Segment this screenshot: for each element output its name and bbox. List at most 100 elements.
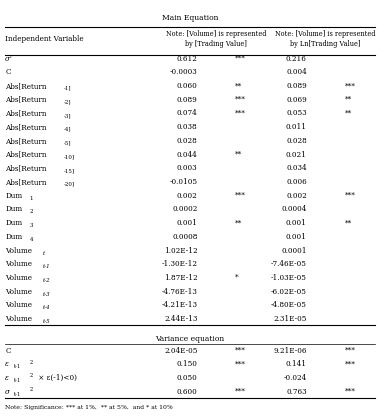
Text: Abs[Return: Abs[Return <box>5 164 47 172</box>
Text: 0.074: 0.074 <box>177 110 197 117</box>
Text: t-4: t-4 <box>43 305 50 310</box>
Text: Dum: Dum <box>5 219 22 227</box>
Text: ε: ε <box>5 360 9 368</box>
Text: 1: 1 <box>29 196 33 201</box>
Text: σ: σ <box>5 388 10 396</box>
Text: 2: 2 <box>29 387 33 392</box>
Text: 4: 4 <box>29 237 33 242</box>
Text: 0.089: 0.089 <box>177 96 197 104</box>
Text: Volume: Volume <box>5 301 32 309</box>
Text: ***: *** <box>235 388 246 396</box>
Text: ***: *** <box>235 347 246 354</box>
Text: C: C <box>5 347 10 354</box>
Text: -20]: -20] <box>64 181 74 186</box>
Text: -3]: -3] <box>64 113 71 118</box>
Text: 0.141: 0.141 <box>286 360 307 368</box>
Text: σ²: σ² <box>5 55 13 63</box>
Text: 0.089: 0.089 <box>286 82 307 90</box>
Text: × ε(-1)<0): × ε(-1)<0) <box>36 374 77 382</box>
Text: 0.001: 0.001 <box>177 219 197 227</box>
Text: **: ** <box>345 219 352 227</box>
Text: 0.004: 0.004 <box>286 69 307 76</box>
Text: 2: 2 <box>29 209 33 214</box>
Text: t: t <box>43 250 45 255</box>
Text: 0.034: 0.034 <box>286 164 307 172</box>
Text: t-1: t-1 <box>14 392 21 397</box>
Text: Abs[Return: Abs[Return <box>5 137 47 145</box>
Text: Note: [Volume] is represented
by [Trading Value]: Note: [Volume] is represented by [Tradin… <box>166 31 267 48</box>
Text: Volume: Volume <box>5 288 32 296</box>
Text: Abs[Return: Abs[Return <box>5 96 47 104</box>
Text: -0.024: -0.024 <box>284 374 307 382</box>
Text: Volume: Volume <box>5 247 32 255</box>
Text: **: ** <box>345 96 352 104</box>
Text: -1]: -1] <box>64 86 71 91</box>
Text: Abs[Return: Abs[Return <box>5 82 47 90</box>
Text: Variance equation: Variance equation <box>155 335 225 343</box>
Text: 0.038: 0.038 <box>177 123 197 131</box>
Text: t-5: t-5 <box>43 319 50 324</box>
Text: 0.021: 0.021 <box>286 150 307 158</box>
Text: C: C <box>5 69 10 76</box>
Text: ***: *** <box>345 388 355 396</box>
Text: **: ** <box>235 82 242 90</box>
Text: Dum: Dum <box>5 233 22 241</box>
Text: -4.80E-05: -4.80E-05 <box>271 301 307 309</box>
Text: ***: *** <box>345 192 355 200</box>
Text: *: * <box>235 274 239 282</box>
Text: ***: *** <box>345 347 355 354</box>
Text: 0.0004: 0.0004 <box>281 205 307 214</box>
Text: -4]: -4] <box>64 127 71 132</box>
Text: -1.03E-05: -1.03E-05 <box>271 274 307 282</box>
Text: 0.600: 0.600 <box>177 388 197 396</box>
Text: -10]: -10] <box>64 154 74 159</box>
Text: Volume: Volume <box>5 260 32 268</box>
Text: 0.0008: 0.0008 <box>172 233 197 241</box>
Text: Abs[Return: Abs[Return <box>5 110 47 117</box>
Text: Note: [Volume] is represented
by Ln[Trading Value]: Note: [Volume] is represented by Ln[Trad… <box>275 31 376 48</box>
Text: ***: *** <box>235 110 246 117</box>
Text: Volume: Volume <box>5 315 32 323</box>
Text: Abs[Return: Abs[Return <box>5 150 47 158</box>
Text: 2: 2 <box>29 360 33 365</box>
Text: 2: 2 <box>29 373 33 378</box>
Text: Abs[Return: Abs[Return <box>5 178 47 186</box>
Text: **: ** <box>235 219 242 227</box>
Text: 0.763: 0.763 <box>286 388 307 396</box>
Text: 0.028: 0.028 <box>177 137 197 145</box>
Text: -15]: -15] <box>64 168 74 173</box>
Text: -5]: -5] <box>64 140 71 145</box>
Text: 0.006: 0.006 <box>286 178 307 186</box>
Text: t-2: t-2 <box>43 278 50 283</box>
Text: -6.02E-05: -6.02E-05 <box>271 288 307 296</box>
Text: 0.060: 0.060 <box>177 82 197 90</box>
Text: ***: *** <box>235 55 246 63</box>
Text: t-1: t-1 <box>43 264 50 269</box>
Text: Independent Variable: Independent Variable <box>5 35 84 43</box>
Text: ***: *** <box>345 82 355 90</box>
Text: -1.30E-12: -1.30E-12 <box>161 260 197 268</box>
Text: 0.216: 0.216 <box>286 55 307 63</box>
Text: 0.011: 0.011 <box>286 123 307 131</box>
Text: Abs[Return: Abs[Return <box>5 123 47 131</box>
Text: 3: 3 <box>29 223 33 228</box>
Text: 9.21E-06: 9.21E-06 <box>273 347 307 354</box>
Text: 0.001: 0.001 <box>286 219 307 227</box>
Text: Note: Significance: *** at 1%,  ** at 5%,  and * at 10%: Note: Significance: *** at 1%, ** at 5%,… <box>5 405 173 410</box>
Text: t-1: t-1 <box>14 378 21 383</box>
Text: 0.0001: 0.0001 <box>281 247 307 255</box>
Text: -0.0105: -0.0105 <box>170 178 197 186</box>
Text: 0.053: 0.053 <box>286 110 307 117</box>
Text: -4.21E-13: -4.21E-13 <box>161 301 197 309</box>
Text: Volume: Volume <box>5 274 32 282</box>
Text: **: ** <box>345 110 352 117</box>
Text: -2]: -2] <box>64 99 71 104</box>
Text: 0.003: 0.003 <box>177 164 197 172</box>
Text: 2.31E-05: 2.31E-05 <box>274 315 307 323</box>
Text: 0.001: 0.001 <box>286 233 307 241</box>
Text: 1.02E-12: 1.02E-12 <box>164 247 197 255</box>
Text: ***: *** <box>345 360 355 368</box>
Text: 0.069: 0.069 <box>286 96 307 104</box>
Text: 0.028: 0.028 <box>286 137 307 145</box>
Text: Main Equation: Main Equation <box>162 14 218 22</box>
